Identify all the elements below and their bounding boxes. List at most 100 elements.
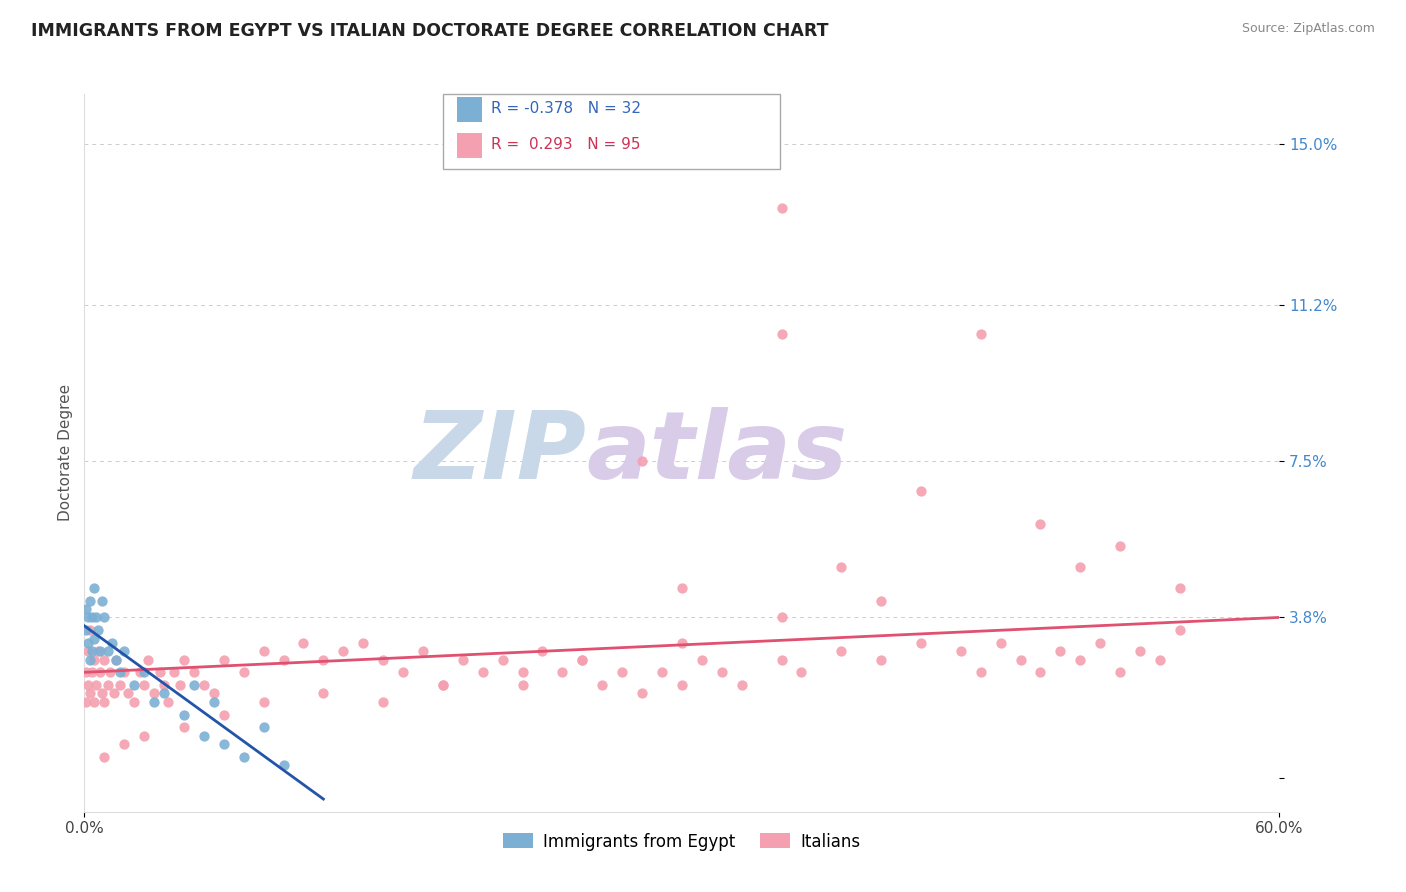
Point <box>273 758 295 772</box>
Point <box>312 686 335 700</box>
Point <box>830 644 852 658</box>
Point <box>830 559 852 574</box>
Point <box>132 729 156 743</box>
Point <box>1149 653 1171 667</box>
Point <box>86 678 108 692</box>
Point <box>292 636 315 650</box>
Point <box>1010 653 1032 667</box>
Point <box>105 653 128 667</box>
Point <box>531 644 554 658</box>
Point <box>432 678 454 692</box>
Point <box>612 665 634 680</box>
Point <box>232 665 254 680</box>
Point <box>83 653 105 667</box>
Point <box>202 695 225 709</box>
Point <box>79 653 101 667</box>
Point <box>75 623 97 637</box>
Point <box>97 644 120 658</box>
Text: atlas: atlas <box>586 407 848 499</box>
Point <box>432 678 454 692</box>
Point <box>75 695 97 709</box>
Point <box>183 665 205 680</box>
Point <box>710 665 733 680</box>
Point <box>1029 665 1052 680</box>
Point <box>770 327 793 342</box>
Point <box>332 644 354 658</box>
Point <box>169 678 191 692</box>
Point <box>153 686 176 700</box>
Point <box>103 686 125 700</box>
Point <box>631 686 654 700</box>
Point <box>193 729 215 743</box>
Point <box>79 686 101 700</box>
Point <box>631 454 654 468</box>
Point <box>193 678 215 692</box>
Point <box>451 653 474 667</box>
Point <box>1069 653 1091 667</box>
Point <box>551 665 574 680</box>
Point <box>82 665 104 680</box>
Point <box>105 653 128 667</box>
Point <box>392 665 415 680</box>
Point <box>1049 644 1071 658</box>
Point <box>82 644 104 658</box>
Point <box>183 678 205 692</box>
Point <box>163 665 186 680</box>
Point <box>79 593 101 607</box>
Point <box>870 593 893 607</box>
Point <box>1090 636 1112 650</box>
Point <box>97 678 120 692</box>
Point <box>970 327 993 342</box>
Point <box>731 678 754 692</box>
Point <box>870 653 893 667</box>
Point <box>83 695 105 709</box>
Point <box>253 695 276 709</box>
Point <box>790 665 813 680</box>
Point <box>671 581 693 595</box>
Point <box>83 632 105 646</box>
Point <box>112 644 135 658</box>
Point <box>91 593 114 607</box>
Point <box>149 665 172 680</box>
Point <box>373 653 395 667</box>
Point <box>1069 559 1091 574</box>
Point <box>87 623 110 637</box>
Point <box>770 653 793 667</box>
Point <box>77 610 100 624</box>
Point <box>157 695 180 709</box>
Point <box>143 695 166 709</box>
Point <box>75 602 97 616</box>
Point <box>273 653 295 667</box>
Point <box>86 610 108 624</box>
Point <box>970 665 993 680</box>
Point <box>232 749 254 764</box>
Point <box>143 686 166 700</box>
Point <box>770 610 793 624</box>
Point <box>77 644 100 658</box>
Point <box>132 678 156 692</box>
Text: R = -0.378   N = 32: R = -0.378 N = 32 <box>491 102 641 116</box>
Point <box>89 665 111 680</box>
Point <box>132 665 156 680</box>
Text: IMMIGRANTS FROM EGYPT VS ITALIAN DOCTORATE DEGREE CORRELATION CHART: IMMIGRANTS FROM EGYPT VS ITALIAN DOCTORA… <box>31 22 828 40</box>
Point <box>98 665 121 680</box>
Point <box>173 707 195 722</box>
Point <box>512 665 534 680</box>
Legend: Immigrants from Egypt, Italians: Immigrants from Egypt, Italians <box>496 826 868 857</box>
Point <box>492 653 515 667</box>
Point <box>93 749 115 764</box>
Point <box>591 678 613 692</box>
Point <box>212 707 235 722</box>
Point <box>412 644 434 658</box>
Point <box>910 483 932 498</box>
Point <box>571 653 593 667</box>
Point <box>671 678 693 692</box>
Text: ZIP: ZIP <box>413 407 586 499</box>
Point <box>671 636 693 650</box>
Point <box>79 623 101 637</box>
Point <box>136 653 159 667</box>
Point <box>1109 539 1132 553</box>
Point <box>312 653 335 667</box>
Point <box>87 644 110 658</box>
Point <box>949 644 972 658</box>
